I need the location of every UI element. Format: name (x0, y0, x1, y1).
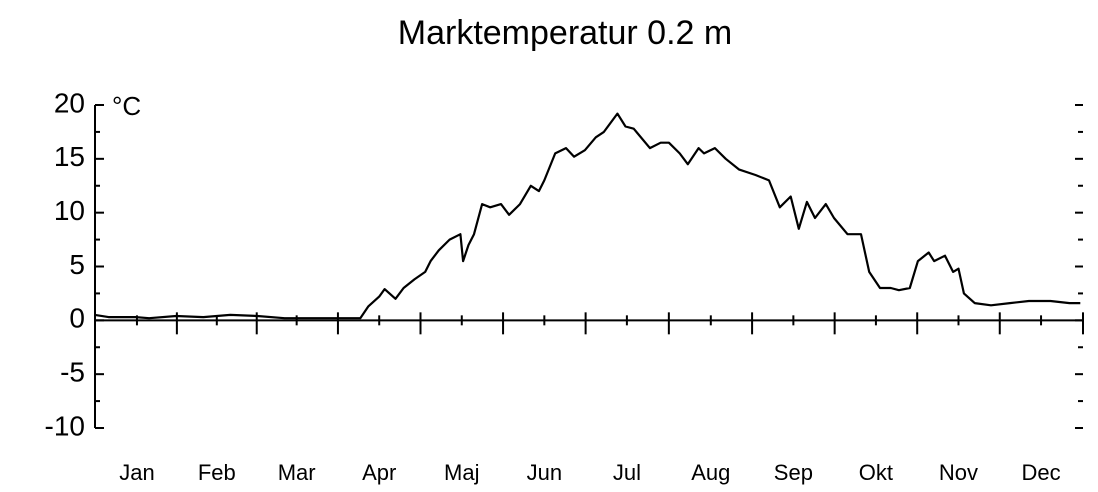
x-tick-label: Mar (278, 460, 316, 485)
y-tick-label: 20 (54, 87, 85, 118)
chart-title: Marktemperatur 0.2 m (398, 14, 732, 52)
x-tick-label: Jul (613, 460, 641, 485)
x-tick-label: Maj (444, 460, 479, 485)
y-tick-label: 0 (69, 303, 85, 334)
x-tick-label: Sep (774, 460, 813, 485)
temperature-line (94, 112, 1081, 320)
y-tick-label: -10 (45, 410, 85, 441)
x-tick-label: Okt (859, 460, 893, 485)
y-tick-label: 10 (54, 195, 85, 226)
y-unit: °C (112, 91, 141, 121)
x-tick-label: Dec (1021, 460, 1060, 485)
y-tick-label: 15 (54, 141, 85, 172)
y-tick-label: 5 (69, 249, 85, 280)
x-tick-label: Aug (691, 460, 730, 485)
x-tick-label: Apr (362, 460, 396, 485)
y-tick-label: -5 (60, 357, 85, 388)
x-tick-label: Nov (939, 460, 978, 485)
x-tick-label: Jun (527, 460, 562, 485)
x-tick-label: Jan (119, 460, 154, 485)
x-tick-label: Feb (198, 460, 236, 485)
